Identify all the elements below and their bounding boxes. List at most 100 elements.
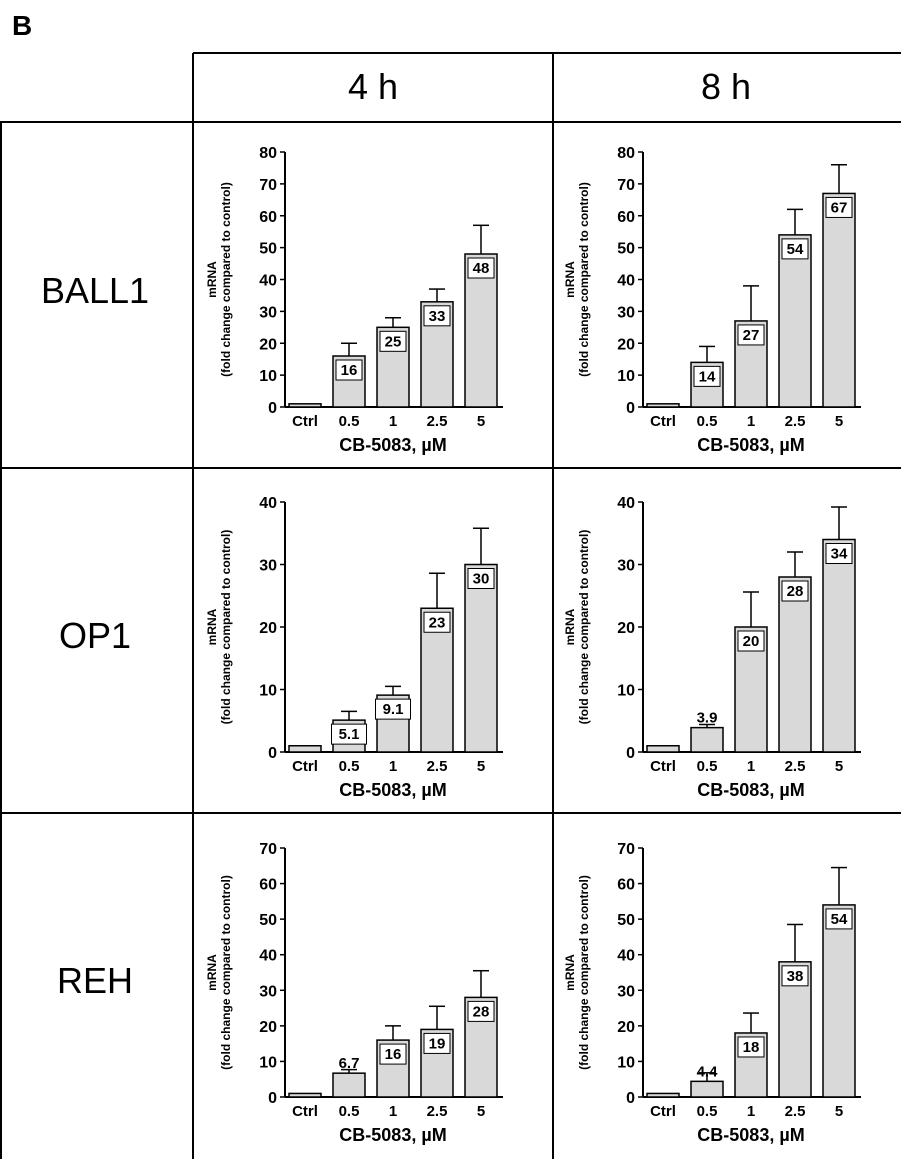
bar xyxy=(647,1093,679,1097)
chart-reh-8h: 0 10 20 30 40 50 60 70 Ctrl 4.4 0.5 18 1 38 2.5 54 5 CB-5… xyxy=(563,841,861,1145)
y-tick-label: 70 xyxy=(617,177,635,194)
y-tick-label: 20 xyxy=(259,336,277,353)
y-tick-label: 10 xyxy=(259,683,277,700)
y-tick-label: 20 xyxy=(259,620,277,637)
row-header-ball1: BALL1 xyxy=(5,270,185,312)
y-tick-label: 30 xyxy=(259,983,277,1000)
bar xyxy=(465,565,497,753)
x-tick-label: 2.5 xyxy=(427,758,448,775)
x-axis-title: CB-5083, µM xyxy=(339,435,446,455)
bar xyxy=(779,235,811,407)
y-tick-label: 50 xyxy=(259,912,277,929)
x-tick-label: 5 xyxy=(477,758,485,775)
data-label: 23 xyxy=(429,614,446,631)
bar xyxy=(691,728,723,752)
x-tick-label: 2.5 xyxy=(427,1103,448,1120)
y-axis-title-line2: (fold change compared to control) xyxy=(577,182,591,377)
x-tick-label: 2.5 xyxy=(785,413,806,430)
data-label: 28 xyxy=(473,1003,490,1020)
y-tick-label: 30 xyxy=(617,558,635,575)
x-tick-label: 0.5 xyxy=(339,1103,360,1120)
data-label: 34 xyxy=(831,546,848,563)
data-label: 30 xyxy=(473,571,490,588)
data-label: 16 xyxy=(385,1046,402,1063)
y-axis-title-line2: (fold change compared to control) xyxy=(219,182,233,377)
data-label: 16 xyxy=(341,362,358,379)
bar xyxy=(779,577,811,752)
y-tick-label: 0 xyxy=(268,1090,277,1107)
data-label: 19 xyxy=(429,1035,446,1052)
y-tick-label: 60 xyxy=(259,209,277,226)
x-axis-title: CB-5083, µM xyxy=(697,780,804,800)
y-tick-label: 20 xyxy=(617,336,635,353)
row-header-op1: OP1 xyxy=(5,615,185,657)
y-tick-label: 40 xyxy=(259,495,277,512)
bar xyxy=(823,540,855,753)
x-tick-label: 2.5 xyxy=(427,413,448,430)
x-axis-title: CB-5083, µM xyxy=(697,435,804,455)
x-tick-label: 5 xyxy=(835,413,843,430)
y-axis-title-line1: mRNA xyxy=(563,608,577,645)
column-header-4h: 4 h xyxy=(203,66,543,108)
x-tick-label: 0.5 xyxy=(697,758,718,775)
data-label: 6.7 xyxy=(339,1055,360,1072)
y-tick-label: 0 xyxy=(626,745,635,762)
y-tick-label: 0 xyxy=(268,745,277,762)
x-tick-label: 1 xyxy=(747,413,755,430)
y-tick-label: 60 xyxy=(259,877,277,894)
chart-op1-8h: 0 10 20 30 40 Ctrl 3.9 0.5 20 1 28 2.5 34 5 CB-5083, µ… xyxy=(563,495,861,800)
y-axis-title-line2: (fold change compared to control) xyxy=(577,530,591,725)
y-tick-label: 40 xyxy=(259,273,277,290)
data-label: 33 xyxy=(429,308,446,325)
y-tick-label: 50 xyxy=(259,241,277,258)
bar xyxy=(333,1073,365,1097)
y-axis-title-line2: (fold change compared to control) xyxy=(577,875,591,1070)
row-header-reh: REH xyxy=(5,960,185,1002)
chart-op1-4h: 0 10 20 30 40 Ctrl 5.1 0.5 9.1 1 23 2.5 30 5 CB-5083, … xyxy=(205,495,503,800)
data-label: 3.9 xyxy=(697,710,718,727)
y-tick-label: 40 xyxy=(259,948,277,965)
y-tick-label: 0 xyxy=(626,1090,635,1107)
x-axis-title: CB-5083, µM xyxy=(339,1125,446,1145)
y-tick-label: 30 xyxy=(617,983,635,1000)
data-label: 54 xyxy=(831,911,848,928)
x-tick-label: 1 xyxy=(389,1103,397,1120)
y-axis-title-line1: mRNA xyxy=(205,608,219,645)
x-tick-label: 2.5 xyxy=(785,1103,806,1120)
y-tick-label: 10 xyxy=(259,1054,277,1071)
x-tick-label: 0.5 xyxy=(339,413,360,430)
x-tick-label: Ctrl xyxy=(650,758,676,775)
data-label: 27 xyxy=(743,327,760,344)
x-tick-label: 0.5 xyxy=(697,1103,718,1120)
y-tick-label: 10 xyxy=(259,368,277,385)
data-label: 25 xyxy=(385,333,402,350)
y-tick-label: 0 xyxy=(268,400,277,417)
bar xyxy=(647,746,679,752)
x-tick-label: 5 xyxy=(835,758,843,775)
chart-ball1-8h: 01020304050607080Ctrl140.5271542.5675CB-… xyxy=(563,145,861,455)
y-tick-label: 40 xyxy=(617,495,635,512)
data-label: 54 xyxy=(787,241,804,258)
x-tick-label: 5 xyxy=(835,1103,843,1120)
x-tick-label: 2.5 xyxy=(785,758,806,775)
column-header-8h: 8 h xyxy=(556,66,896,108)
data-label: 38 xyxy=(787,968,804,985)
y-tick-label: 70 xyxy=(259,177,277,194)
y-tick-label: 50 xyxy=(617,241,635,258)
y-tick-label: 30 xyxy=(259,304,277,321)
y-tick-label: 60 xyxy=(617,877,635,894)
y-tick-label: 0 xyxy=(626,400,635,417)
y-tick-label: 20 xyxy=(259,1019,277,1036)
y-tick-label: 40 xyxy=(617,948,635,965)
y-tick-label: 70 xyxy=(617,841,635,858)
bar xyxy=(289,746,321,752)
y-axis-title-line1: mRNA xyxy=(205,954,219,991)
data-label: 48 xyxy=(473,260,490,277)
x-tick-label: 0.5 xyxy=(339,758,360,775)
y-axis-title-line2: (fold change compared to control) xyxy=(219,875,233,1070)
x-tick-label: Ctrl xyxy=(650,413,676,430)
y-axis-title-line1: mRNA xyxy=(563,261,577,298)
y-axis-title-line1: mRNA xyxy=(205,261,219,298)
bar xyxy=(823,905,855,1097)
x-axis-title: CB-5083, µM xyxy=(339,780,446,800)
